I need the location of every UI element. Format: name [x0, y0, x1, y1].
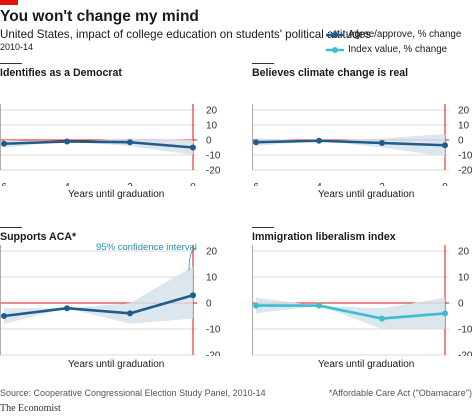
confidence-interval-annotation: 95% confidence interval [96, 242, 197, 253]
y-tick-label: 10 [458, 273, 470, 284]
brand-name: The Economist [0, 403, 61, 414]
y-tick-label: -10 [206, 325, 221, 336]
y-tick-label: -20 [458, 351, 473, 357]
legend-label-index: Index value, % change [348, 44, 448, 55]
y-tick-label: -10 [458, 151, 473, 162]
x-tick-label: 0 [442, 182, 448, 186]
y-tick-label: 20 [458, 247, 470, 258]
x-axis-label-immigration: Years until graduation [318, 359, 415, 370]
legend-swatch-index [326, 46, 344, 53]
panel-tick-bar [252, 227, 274, 228]
legend-item-agree: Agree/approve, % change [326, 27, 461, 42]
y-tick-label: 20 [206, 247, 218, 258]
annotation-arrow [188, 247, 197, 271]
data-point [127, 139, 133, 146]
panel-tick-bar [0, 227, 22, 228]
y-tick-label: 20 [206, 106, 218, 117]
chart-subtitle: United States, impact of college educati… [0, 28, 371, 41]
data-point [190, 292, 196, 299]
series-line [256, 304, 446, 320]
brand-tag [0, 0, 18, 5]
chart-title: You won't change my mind [0, 8, 199, 25]
y-tick-label: 10 [458, 121, 470, 132]
data-point [1, 140, 7, 147]
data-point [64, 138, 70, 145]
data-point [253, 139, 259, 146]
panel-tick-bar [0, 63, 22, 64]
data-point [379, 315, 385, 322]
data-point [253, 302, 259, 309]
data-point [127, 310, 133, 317]
source-note: Source: Cooperative Congressional Electi… [0, 388, 266, 398]
data-point [442, 310, 448, 317]
x-tick-label: 4 [64, 182, 70, 186]
chart-years: 2010-14 [0, 42, 34, 52]
y-tick-label: -20 [458, 166, 473, 177]
legend-swatch-agree [326, 31, 344, 38]
x-tick-label: 6 [1, 182, 7, 186]
y-tick-label: 0 [206, 136, 212, 147]
data-point [64, 305, 70, 312]
x-tick-label: 2 [379, 182, 385, 186]
footnote: *Affordable Care Act ("Obamacare") [328, 388, 472, 398]
y-tick-label: 20 [458, 106, 470, 117]
data-point [442, 142, 448, 149]
y-tick-label: 0 [458, 299, 464, 310]
y-tick-label: -10 [458, 325, 473, 336]
x-axis-label-democrat: Years until graduation [68, 189, 165, 200]
x-axis-label-aca: Years until graduation [68, 359, 165, 370]
series-line [255, 139, 446, 147]
series-line [3, 293, 194, 318]
y-tick-label: 10 [206, 121, 218, 132]
confidence-band [256, 134, 445, 157]
x-tick-label: 2 [127, 182, 133, 186]
y-tick-label: -20 [206, 166, 221, 177]
legend-label-agree: Agree/approve, % change [348, 29, 462, 40]
panel-title-aca: Supports ACA* [0, 231, 77, 243]
x-axis-label-climate: Years until graduation [318, 189, 415, 200]
x-tick-label: 6 [253, 182, 259, 186]
y-tick-label: -20 [206, 351, 221, 357]
y-tick-label: 10 [206, 273, 218, 284]
legend: Agree/approve, % change Index value, % c… [326, 27, 461, 57]
data-point [1, 313, 7, 319]
series-line [3, 140, 194, 149]
panel-tick-bar [252, 63, 274, 64]
y-tick-label: -10 [206, 151, 221, 162]
confidence-band [4, 266, 193, 324]
legend-item-index: Index value, % change [326, 42, 461, 57]
y-tick-label: 0 [458, 136, 464, 147]
panel-title-climate: Believes climate change is real [252, 67, 409, 79]
panel-title-immigration: Immigration liberalism index [252, 231, 396, 243]
data-point [316, 302, 322, 309]
data-point [379, 140, 385, 146]
data-point [190, 144, 196, 151]
panel-title-democrat: Identifies as a Democrat [0, 67, 122, 79]
x-tick-label: 4 [316, 182, 322, 186]
y-tick-label: 0 [206, 299, 212, 310]
data-point [316, 137, 322, 144]
x-tick-label: 0 [190, 182, 196, 186]
